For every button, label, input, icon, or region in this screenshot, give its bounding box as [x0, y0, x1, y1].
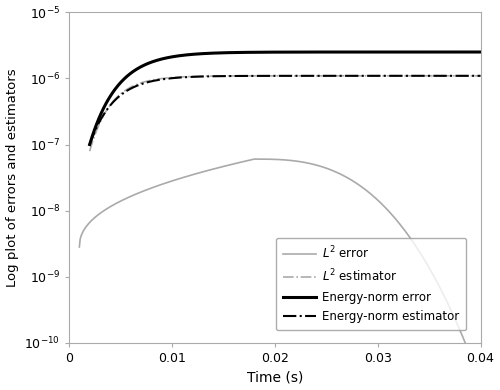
$L^2$ estimator — [298, 73, 304, 78]
$L^2$ estimator — [468, 73, 474, 78]
$L^2$ estimator — [320, 73, 326, 78]
Legend: $L^2$ error, $L^2$ estimator, Energy-norm error, Energy-norm estimator: $L^2$ error, $L^2$ estimator, Energy-nor… — [276, 238, 466, 330]
Energy-norm error — [86, 142, 92, 147]
Energy-norm estimator — [468, 73, 474, 78]
Energy-norm error — [407, 50, 413, 54]
X-axis label: Time (s): Time (s) — [246, 370, 303, 385]
Energy-norm estimator — [298, 73, 304, 78]
Energy-norm estimator — [272, 73, 278, 78]
$L^2$ error — [468, 356, 474, 361]
Energy-norm error — [320, 50, 326, 54]
Line: Energy-norm estimator: Energy-norm estimator — [90, 76, 480, 145]
Energy-norm error — [274, 50, 280, 55]
$L^2$ estimator — [86, 149, 92, 154]
Energy-norm estimator — [86, 142, 92, 147]
$L^2$ estimator — [478, 73, 484, 78]
$L^2$ error — [268, 157, 274, 161]
$L^2$ error — [316, 163, 322, 168]
Line: $L^2$ estimator: $L^2$ estimator — [90, 76, 480, 151]
$L^2$ error — [294, 159, 300, 163]
$L^2$ error — [406, 234, 412, 239]
Energy-norm error — [298, 50, 304, 54]
Energy-norm error — [272, 50, 278, 55]
Energy-norm estimator — [320, 73, 326, 78]
Energy-norm estimator — [274, 73, 280, 78]
$L^2$ error — [270, 157, 276, 161]
Energy-norm estimator — [407, 73, 413, 78]
Energy-norm error — [468, 50, 474, 54]
$L^2$ error — [478, 380, 484, 385]
Line: $L^2$ error: $L^2$ error — [80, 159, 480, 383]
Energy-norm estimator — [478, 73, 484, 78]
Line: Energy-norm error: Energy-norm error — [90, 52, 480, 145]
Y-axis label: Log plot of errors and estimators: Log plot of errors and estimators — [6, 68, 18, 287]
Energy-norm error — [478, 50, 484, 54]
$L^2$ estimator — [272, 73, 278, 78]
$L^2$ estimator — [407, 73, 413, 78]
$L^2$ error — [76, 245, 82, 249]
$L^2$ estimator — [274, 73, 280, 78]
$L^2$ error — [252, 157, 258, 161]
